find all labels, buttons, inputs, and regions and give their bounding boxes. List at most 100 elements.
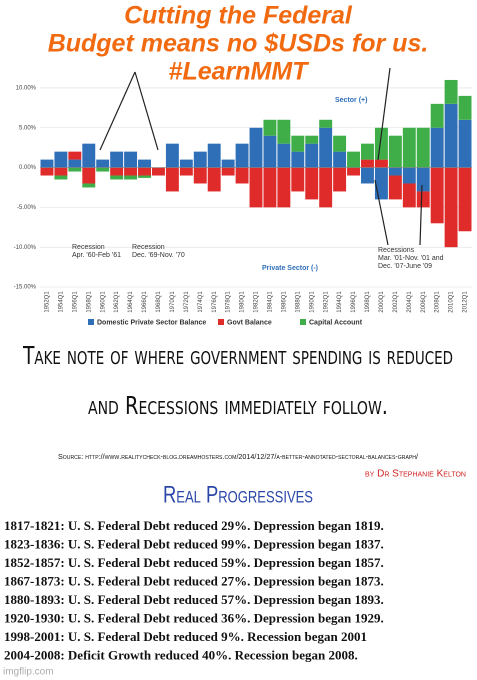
bar-segment	[82, 183, 96, 188]
bar-segment	[138, 175, 151, 178]
bar-segment	[305, 167, 319, 200]
bar-segment	[124, 167, 138, 176]
bar-segment	[235, 143, 249, 168]
annotation: Recessions	[378, 247, 415, 254]
y-tick-label: 0.00%	[19, 165, 37, 171]
bar-segment	[430, 167, 444, 224]
bar-segment	[235, 167, 249, 184]
legend-label: Govt Balance	[227, 319, 272, 326]
bar-segment	[40, 167, 54, 176]
bar-segment	[110, 167, 124, 176]
bar-segment	[179, 167, 193, 176]
bar-segment	[110, 151, 124, 168]
bar-segment	[430, 103, 444, 128]
x-tick-label: 1954Q1	[58, 291, 64, 313]
list-item: 1920-1930: U. S. Federal Debt reduced 36…	[4, 610, 384, 625]
x-tick-label: 1982Q1	[254, 291, 260, 313]
x-tick-label: 2004Q1	[407, 291, 413, 313]
list-item: 1823-1836: U. S. Federal Debt reduced 99…	[4, 536, 384, 551]
x-tick-label: 2002Q1	[393, 291, 399, 313]
y-tick-label: -10.00%	[14, 245, 37, 251]
x-tick-label: 1970Q1	[170, 291, 176, 313]
y-tick-label: -5.00%	[17, 205, 37, 211]
bar-segment	[361, 159, 374, 168]
bar-segment	[305, 143, 319, 168]
bar-segment	[165, 167, 179, 192]
x-tick-label: 2000Q1	[379, 291, 385, 313]
bar-segment	[374, 127, 388, 160]
annotation: Recession	[72, 244, 105, 251]
annotation: Dec. '69-Nov. '70	[132, 252, 185, 259]
list-item: 1852-1857: U. S. Federal Debt reduced 59…	[4, 555, 384, 570]
bar-segment	[207, 143, 221, 168]
bar-segment	[96, 167, 110, 172]
bar-segment	[207, 167, 221, 192]
bar-segment	[291, 167, 305, 192]
bar-segment	[179, 159, 193, 168]
x-tick-label: 1978Q1	[226, 291, 232, 313]
bar-segment	[319, 119, 333, 128]
headline: Budget means no $USDs for us.	[48, 30, 429, 58]
bar-segment	[263, 119, 277, 136]
bar-segment	[277, 143, 291, 168]
bar-segment	[444, 79, 458, 104]
bar-segment	[388, 167, 402, 176]
bar-segment	[458, 167, 472, 232]
note: Take note of where government spending i…	[22, 341, 453, 370]
bar-segment	[430, 127, 444, 168]
list-item: 1817-1821: U. S. Federal Debt reduced 29…	[4, 518, 384, 533]
x-tick-label: 1952Q1	[45, 291, 51, 313]
bar-segment	[347, 151, 361, 168]
legend-swatch	[88, 319, 94, 325]
list-item: 1998-2001: U. S. Federal Debt reduced 9%…	[4, 629, 367, 644]
bar-segment	[458, 95, 472, 120]
annotation: Mar. '01-Nov. '01 and	[378, 255, 444, 262]
bar-segment	[361, 167, 374, 184]
bar-segment	[402, 127, 416, 168]
x-tick-label: 1986Q1	[281, 291, 287, 313]
bar-segment	[110, 175, 124, 180]
x-tick-label: 1984Q1	[268, 291, 274, 313]
x-tick-label: 1980Q1	[240, 291, 246, 313]
bar-segment	[263, 135, 277, 168]
bar-segment	[138, 159, 151, 168]
x-tick-label: 1998Q1	[365, 291, 371, 313]
bar-segment	[40, 159, 54, 168]
bar-segment	[54, 151, 68, 168]
bar-segment	[388, 135, 402, 168]
author: by Dr Stephanie Kelton	[365, 469, 466, 480]
bar-segment	[249, 127, 263, 168]
bar-segment	[54, 167, 68, 176]
x-tick-label: 2012Q1	[463, 291, 469, 313]
note: and Recessions immediately follow.	[88, 391, 388, 420]
bar-segment	[151, 167, 165, 176]
y-tick-label: -15.00%	[14, 285, 37, 291]
y-tick-label: 5.00%	[19, 125, 37, 131]
bar-segment	[193, 167, 207, 184]
legend-label: Capital Account	[309, 319, 363, 326]
bar-segment	[333, 167, 347, 192]
bar-segment	[124, 151, 138, 168]
bar-segment	[388, 175, 402, 200]
headline: #LearnMMT	[169, 58, 311, 86]
x-tick-label: 1990Q1	[309, 291, 315, 313]
annotation: Apr. '60-Feb '61	[72, 252, 121, 259]
bar-segment	[333, 135, 347, 152]
legend-swatch	[300, 319, 306, 325]
bar-segment	[165, 143, 179, 168]
x-tick-label: 1992Q1	[323, 291, 329, 313]
source: Source: http://www.realitycheck-blog.dre…	[58, 454, 418, 461]
bar-segment	[458, 119, 472, 168]
bar-segment	[277, 119, 291, 144]
legend-swatch	[218, 319, 224, 325]
annotation: Recession	[132, 244, 165, 251]
bar-segment	[68, 151, 82, 160]
bar-segment	[305, 135, 319, 144]
x-tick-label: 1988Q1	[295, 291, 301, 313]
x-tick-label: 1964Q1	[128, 291, 134, 313]
x-tick-label: 1968Q1	[156, 291, 162, 313]
bar-segment	[319, 127, 333, 168]
bar-segment	[374, 167, 388, 200]
annotation: Sector (+)	[335, 97, 367, 104]
